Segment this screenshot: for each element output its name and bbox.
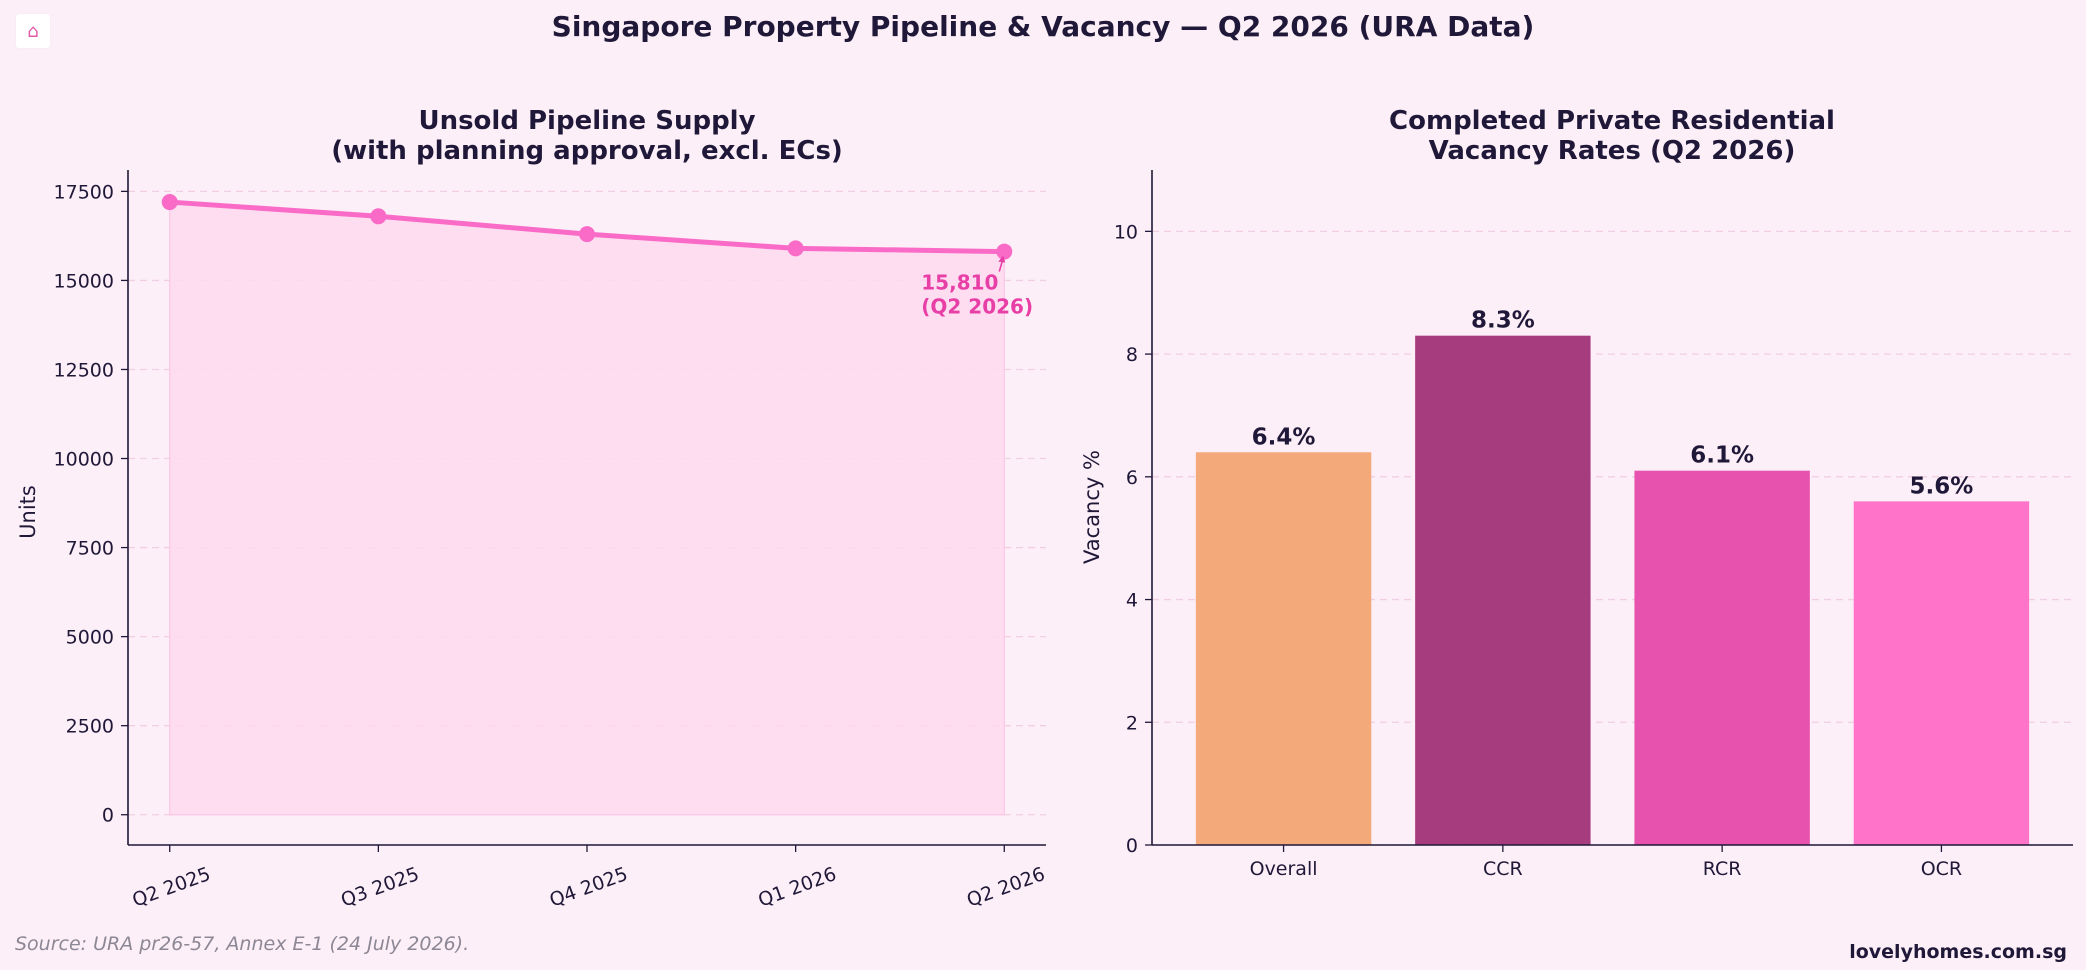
bar-chart-title-2: Vacancy Rates (Q2 2026) (1429, 136, 1796, 166)
line-chart-point (787, 240, 804, 257)
line-chart-point (370, 208, 387, 225)
bar-chart-xtick-label: Overall (1250, 858, 1318, 880)
line-chart-ytick-label: 5000 (66, 627, 114, 649)
line-chart: 0 2500 5000 7500 10000 12500 15000 17500 Q2 2025… (54, 170, 1048, 912)
brand-label: lovelyhomes.com.sg (1849, 941, 2067, 963)
bar-chart-ytick-label: 0 (1126, 835, 1138, 857)
bar-chart-ytick-label: 10 (1114, 221, 1138, 243)
bar-value-label: 6.1% (1690, 443, 1754, 469)
line-chart-xtick-label: Q2 2026 (964, 863, 1048, 912)
bar-chart-xtick-label: CCR (1483, 858, 1523, 880)
bar-ccr (1415, 335, 1591, 845)
line-chart-ytick-label: 15000 (54, 270, 114, 292)
annotation-period: (Q2 2026) (921, 295, 1033, 319)
line-chart-ytick-label: 17500 (54, 181, 114, 203)
source-note: Source: URA pr26-57, Annex E-1 (24 July … (15, 933, 470, 955)
bar-ocr (1853, 501, 2030, 845)
line-chart-title-1: Unsold Pipeline Supply (418, 106, 755, 136)
line-chart-xtick-label: Q4 2025 (547, 863, 631, 912)
bar-chart-ytick-label: 6 (1126, 467, 1138, 489)
bar-rcr (1634, 470, 1810, 845)
line-chart-ylabel: Units (16, 485, 40, 539)
bar-chart-ytick-label: 4 (1126, 590, 1138, 612)
line-chart-area-fill (169, 201, 1005, 816)
line-chart-xtick-label: Q3 2025 (338, 863, 422, 912)
line-chart-point (579, 226, 595, 243)
bar-value-label: 5.6% (1910, 473, 1974, 499)
line-chart-ytick-label: 12500 (54, 359, 114, 381)
bar-chart-ylabel: Vacancy % (1080, 450, 1104, 564)
line-chart-ytick-label: 2500 (66, 716, 114, 738)
line-chart-ytick-label: 10000 (54, 449, 114, 471)
bar-value-label: 8.3% (1471, 308, 1535, 334)
line-chart-ytick-label: 0 (102, 805, 114, 827)
line-chart-point (161, 194, 178, 211)
line-chart-xtick-label: Q1 2026 (755, 863, 839, 912)
bar-chart: 0 2 4 6 8 10 6.4% Overall 8.3% CCR 6.1% RCR 5.6% OCR (1114, 170, 2073, 880)
home-icon: ⌂ (27, 20, 39, 42)
bar-chart-xtick-label: OCR (1921, 858, 1962, 880)
bar-value-label: 6.4% (1252, 424, 1316, 450)
home-button[interactable]: ⌂ (16, 14, 50, 48)
line-chart-point (996, 243, 1013, 260)
bar-chart-title-1: Completed Private Residential (1389, 106, 1835, 136)
line-chart-xtick-label: Q2 2025 (129, 863, 213, 912)
figure-title: Singapore Property Pipeline & Vacancy — … (551, 10, 1535, 43)
annotation-arrowhead (998, 255, 1006, 263)
bar-chart-ytick-label: 8 (1126, 344, 1138, 366)
bar-chart-ytick-label: 2 (1126, 712, 1138, 734)
annotation-value: 15,810 (921, 271, 998, 295)
bar-chart-xtick-label: RCR (1703, 858, 1742, 880)
bar-overall (1195, 452, 1372, 845)
line-chart-title-2: (with planning approval, excl. ECs) (331, 136, 843, 166)
line-chart-ytick-label: 7500 (66, 538, 114, 560)
